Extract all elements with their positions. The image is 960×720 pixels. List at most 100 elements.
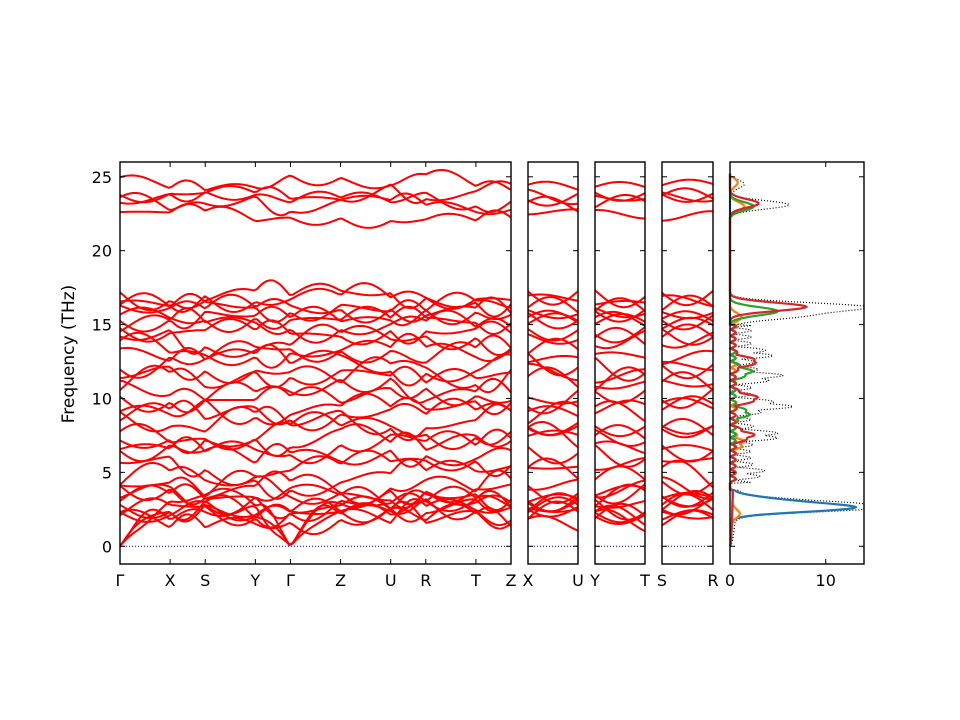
band-branch-10 xyxy=(661,480,714,496)
band-branch-12 xyxy=(661,459,714,488)
band-branch-18 xyxy=(594,425,646,438)
band-branch-28 xyxy=(594,329,646,350)
band-branch-40 xyxy=(661,192,714,203)
band-branch-21 xyxy=(119,385,512,414)
band-branch-14 xyxy=(119,443,512,468)
band-branch-18 xyxy=(661,424,714,439)
band-branch-26 xyxy=(661,349,714,366)
band-branch-18 xyxy=(119,403,512,442)
band-branch-20 xyxy=(594,399,646,415)
band-branch-28 xyxy=(527,333,579,345)
band-branch-11 xyxy=(594,479,646,499)
band-branch-29 xyxy=(119,318,512,346)
band-branch-39 xyxy=(661,191,714,203)
band-branch-5 xyxy=(661,509,714,527)
x-tick-label: S xyxy=(200,571,210,590)
panel-frame xyxy=(594,161,646,565)
x-tick-label: U xyxy=(385,571,397,590)
y-tick-label: 10 xyxy=(92,389,112,408)
band-branch-39 xyxy=(527,188,579,206)
band-branch-29 xyxy=(527,328,579,342)
band-branch-15 xyxy=(661,444,714,452)
band-branch-35 xyxy=(594,299,646,306)
band-branch-32 xyxy=(661,314,714,331)
y-tick-label: 15 xyxy=(92,316,112,335)
band-branch-38 xyxy=(661,187,714,200)
band-branch-23 xyxy=(527,366,579,388)
band-branch-41 xyxy=(661,178,714,187)
band-branch-38 xyxy=(119,192,512,217)
band-branch-36 xyxy=(527,290,579,306)
band-branch-14 xyxy=(661,444,714,463)
band-branch-6 xyxy=(594,511,646,524)
band-branch-1 xyxy=(119,498,512,547)
band-branch-41 xyxy=(594,181,646,188)
band-branch-11 xyxy=(527,478,579,491)
x-tick-label: Z xyxy=(335,571,346,590)
band-branch-15 xyxy=(119,428,512,465)
band-branch-34 xyxy=(661,294,714,312)
x-tick-label: R xyxy=(420,571,431,590)
y-axis-label: Frequency (THz) xyxy=(59,285,79,424)
band-branch-4 xyxy=(119,503,512,536)
dos-frame xyxy=(729,161,865,565)
band-branch-9 xyxy=(527,493,579,503)
band-branch-16 xyxy=(119,423,512,457)
band-branch-33 xyxy=(594,307,646,319)
band-branch-18 xyxy=(527,422,579,436)
band-branch-32 xyxy=(119,305,512,333)
band-branch-4 xyxy=(527,514,579,532)
y-tick-label: 5 xyxy=(102,463,112,482)
y-tick-label: 25 xyxy=(92,168,112,187)
band-branch-34 xyxy=(119,291,512,323)
panel-frame xyxy=(119,161,512,565)
band-branch-41 xyxy=(119,169,512,191)
band-branch-33 xyxy=(661,311,714,320)
band-branch-36 xyxy=(119,279,512,312)
band-branch-8 xyxy=(119,483,512,522)
band-branch-20 xyxy=(119,392,512,426)
band-branch-13 xyxy=(527,465,579,470)
dos-x-tick-label: 0 xyxy=(725,571,735,590)
dos-panel: 0 10 xyxy=(725,161,865,590)
band-branch-16 xyxy=(527,421,579,449)
band-branch-9 xyxy=(661,491,714,500)
band-branch-37 xyxy=(661,210,714,222)
band-branch-25 xyxy=(661,363,714,380)
y-tick-label: 0 xyxy=(102,537,112,556)
band-branch-14 xyxy=(594,444,646,468)
band-branch-34 xyxy=(527,296,579,314)
y-tick-label: 20 xyxy=(92,242,112,261)
band-branch-7 xyxy=(594,514,646,525)
band-branch-10 xyxy=(119,470,512,509)
dos-curve-total xyxy=(729,173,865,547)
band-branch-19 xyxy=(119,397,512,432)
band-branch-24 xyxy=(527,362,579,382)
band-branch-26 xyxy=(527,355,579,364)
band-branch-40 xyxy=(594,191,646,202)
band-branch-38 xyxy=(527,195,579,213)
band-branch-35 xyxy=(527,293,579,302)
band-branch-36 xyxy=(661,290,714,307)
x-tick-label: U xyxy=(572,571,584,590)
band-branch-35 xyxy=(661,294,714,308)
band-branch-24 xyxy=(594,368,646,384)
band-branch-17 xyxy=(594,428,646,447)
band-branch-7 xyxy=(661,496,714,508)
band-branch-35 xyxy=(119,282,512,318)
band-branch-40 xyxy=(527,192,579,207)
band-branch-41 xyxy=(527,180,579,191)
dos-curve-pdos_4 xyxy=(728,173,808,547)
band-branch-33 xyxy=(527,309,579,320)
band-branch-12 xyxy=(119,458,512,500)
band-branch-11 xyxy=(661,476,714,500)
band-branch-23 xyxy=(661,371,714,391)
band-branch-20 xyxy=(661,397,714,410)
band-branch-29 xyxy=(594,326,646,344)
band-branch-32 xyxy=(527,312,579,330)
band-branch-40 xyxy=(119,180,512,205)
